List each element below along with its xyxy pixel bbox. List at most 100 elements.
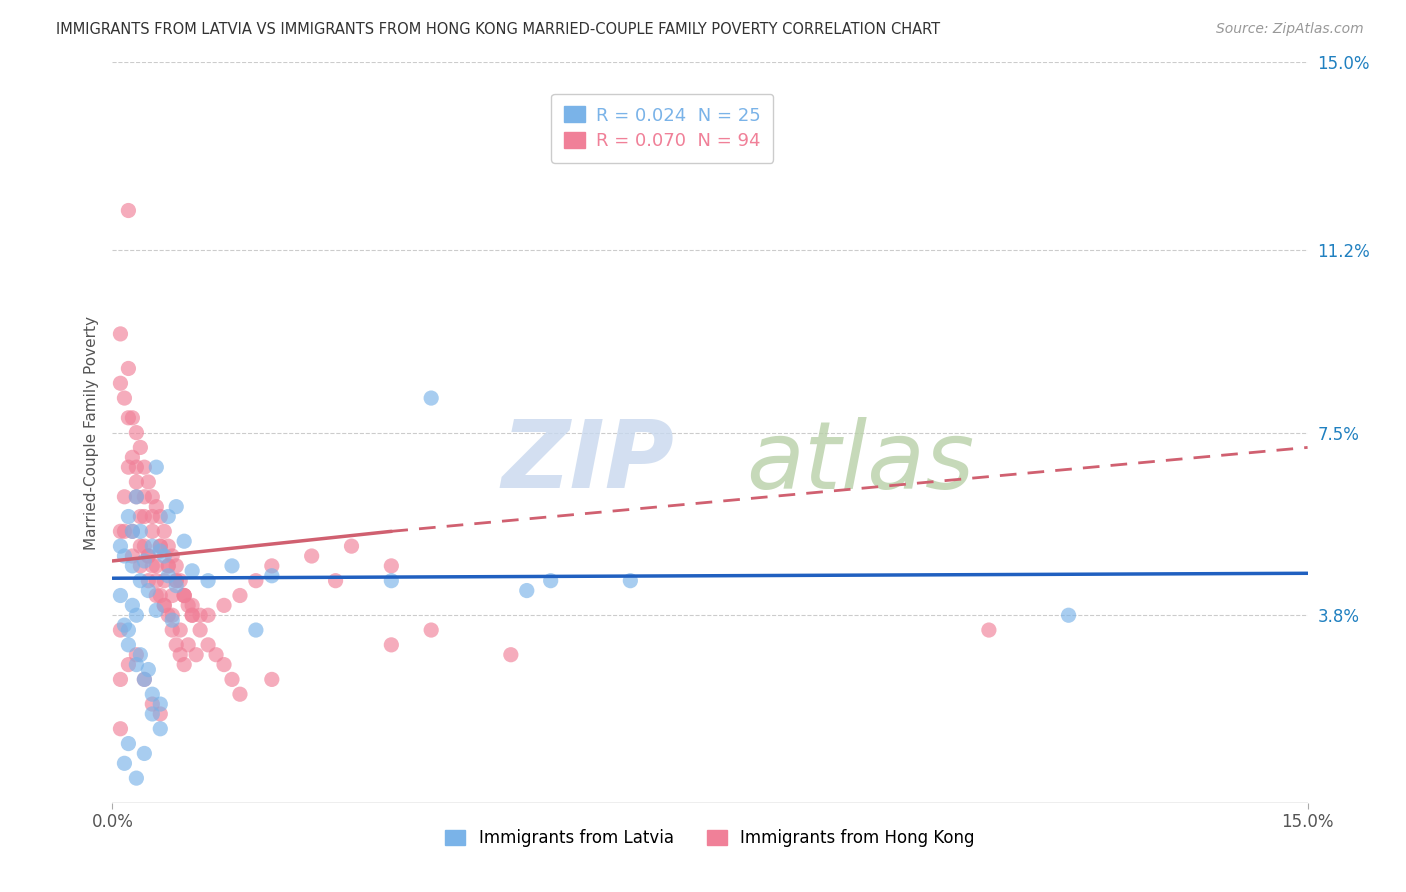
Point [186, 648, 208, 662]
Point [212, 599, 235, 613]
Point [134, 509, 156, 524]
Text: Source: ZipAtlas.com: Source: ZipAtlas.com [1216, 22, 1364, 37]
Point [162, 623, 183, 637]
Point [145, 603, 167, 617]
Point [212, 657, 235, 672]
Point [145, 460, 167, 475]
Point [197, 574, 219, 588]
Point [169, 623, 191, 637]
Point [121, 450, 143, 465]
Point [157, 509, 180, 524]
Point [114, 756, 135, 771]
Point [141, 490, 163, 504]
Point [145, 500, 167, 514]
Point [121, 410, 143, 425]
Point [181, 608, 204, 623]
Point [153, 524, 176, 539]
Point [138, 574, 160, 588]
Point [125, 490, 148, 504]
Point [138, 663, 160, 677]
Point [129, 558, 152, 573]
Point [162, 613, 183, 627]
Point [157, 608, 180, 623]
Point [129, 574, 152, 588]
Point [153, 599, 176, 613]
Point [117, 410, 139, 425]
Point [134, 460, 156, 475]
Point [165, 579, 187, 593]
Point [157, 558, 180, 573]
Point [420, 623, 443, 637]
Point [129, 539, 152, 553]
Point [149, 509, 172, 524]
Point [110, 524, 132, 539]
Point [117, 657, 139, 672]
Point [125, 490, 148, 504]
Point [141, 558, 163, 573]
Point [619, 574, 641, 588]
Point [177, 599, 200, 613]
Point [157, 558, 180, 573]
Point [134, 747, 156, 761]
Point [138, 475, 160, 489]
Point [149, 539, 172, 553]
Point [205, 648, 228, 662]
Point [340, 539, 363, 553]
Point [165, 558, 187, 573]
Point [125, 608, 148, 623]
Point [138, 583, 160, 598]
Point [153, 549, 176, 563]
Point [149, 706, 172, 721]
Point [117, 623, 139, 637]
Point [117, 737, 139, 751]
Point [125, 648, 148, 662]
Point [134, 490, 156, 504]
Point [173, 589, 195, 603]
Point [117, 203, 139, 218]
Point [197, 608, 219, 623]
Point [162, 549, 183, 563]
Point [114, 618, 135, 632]
Point [540, 574, 562, 588]
Point [149, 722, 172, 736]
Point [380, 638, 402, 652]
Point [129, 509, 152, 524]
Point [188, 608, 211, 623]
Point [325, 574, 347, 588]
Point [165, 500, 187, 514]
Point [229, 589, 252, 603]
Point [117, 361, 139, 376]
Point [110, 539, 132, 553]
Point [157, 568, 180, 582]
Point [173, 589, 195, 603]
Point [110, 326, 132, 341]
Point [162, 608, 183, 623]
Point [499, 648, 522, 662]
Point [181, 608, 204, 623]
Point [165, 574, 187, 588]
Point [173, 534, 195, 549]
Point [117, 460, 139, 475]
Point [114, 490, 135, 504]
Point [134, 673, 156, 687]
Point [129, 648, 152, 662]
Point [134, 554, 156, 568]
Point [141, 697, 163, 711]
Point [149, 589, 172, 603]
Point [141, 706, 163, 721]
Point [134, 539, 156, 553]
Point [138, 549, 160, 563]
Point [141, 687, 163, 701]
Point [245, 623, 267, 637]
Point [125, 771, 148, 785]
Point [181, 564, 204, 578]
Point [114, 549, 135, 563]
Point [121, 524, 143, 539]
Point [221, 558, 243, 573]
Point [110, 722, 132, 736]
Point [169, 648, 191, 662]
Point [129, 441, 152, 455]
Point [977, 623, 1000, 637]
Point [145, 574, 167, 588]
Point [380, 558, 402, 573]
